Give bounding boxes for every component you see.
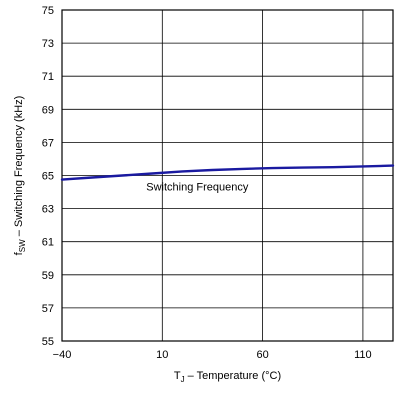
y-tick-label: 75 — [42, 5, 54, 17]
series-annotation: Switching Frequency — [146, 181, 249, 193]
y-tick-label: 69 — [42, 104, 54, 116]
x-tick-label: 60 — [256, 349, 268, 361]
y-tick-label: 71 — [42, 71, 54, 83]
y-tick-label: 65 — [42, 171, 54, 183]
x-tick-label: 10 — [156, 349, 168, 361]
y-tick-label: 67 — [42, 137, 54, 149]
y-tick-label: 55 — [42, 336, 54, 348]
y-tick-label: 59 — [42, 270, 54, 282]
series-line — [60, 164, 395, 181]
y-tick-label: 61 — [42, 237, 54, 249]
y-axis-label: fSW – Switching Frequency (kHz) — [13, 96, 27, 256]
y-tick-label: 63 — [42, 204, 54, 216]
y-tick-label: 57 — [42, 303, 54, 315]
x-axis-label: TJ – Temperature (°C) — [174, 370, 281, 384]
plot-frame — [61, 9, 394, 342]
x-tick-label: −40 — [53, 349, 72, 361]
x-tick-label: 110 — [354, 349, 372, 361]
series-layer — [60, 164, 395, 181]
y-tick-label: 73 — [42, 38, 54, 50]
tick-labels: 55 57 59 61 63 65 67 69 71 73 75 −40 10 60 110 — [42, 5, 372, 361]
